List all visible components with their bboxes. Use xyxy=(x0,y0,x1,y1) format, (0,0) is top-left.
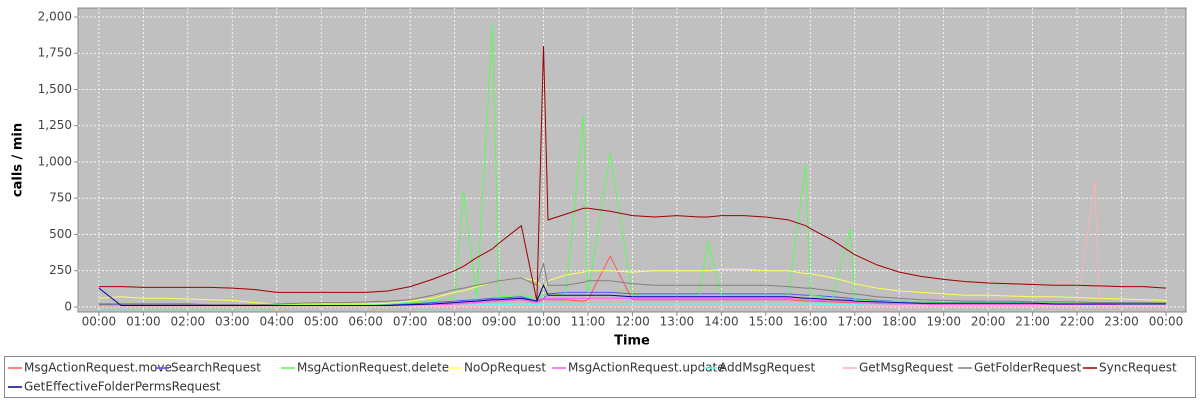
x-tick-label: 00:00 xyxy=(82,315,117,329)
legend-label: GetEffectiveFolderPermsRequest xyxy=(24,380,221,394)
y-tick-label: 750 xyxy=(49,191,72,205)
x-tick-label: 10:00 xyxy=(526,315,561,329)
x-tick-label: 08:00 xyxy=(437,315,472,329)
x-tick-label: 22:00 xyxy=(1060,315,1095,329)
x-tick-label: 03:00 xyxy=(215,315,250,329)
x-tick-label: 04:00 xyxy=(259,315,294,329)
legend-label: AddMsgRequest xyxy=(719,361,815,375)
x-tick-label: 05:00 xyxy=(304,315,339,329)
legend-label: MsgActionRequest.delete xyxy=(297,361,449,375)
x-tick-label: 16:00 xyxy=(793,315,828,329)
x-tick-label: 21:00 xyxy=(1015,315,1050,329)
y-tick-label: 500 xyxy=(49,227,72,241)
x-tick-label: 12:00 xyxy=(615,315,650,329)
y-tick-label: 0 xyxy=(64,299,72,313)
legend-label: GetFolderRequest xyxy=(974,361,1082,375)
x-tick-label: 01:00 xyxy=(126,315,161,329)
series-line xyxy=(98,45,1167,302)
x-tick-label: 00:00 xyxy=(1149,315,1184,329)
legend-label: GetMsgRequest xyxy=(859,361,954,375)
x-tick-label: 07:00 xyxy=(393,315,428,329)
y-tick-label: 1,250 xyxy=(38,118,72,132)
x-tick-label: 11:00 xyxy=(571,315,606,329)
x-tick-label: 09:00 xyxy=(482,315,517,329)
series-line xyxy=(98,283,1166,306)
y-tick-label: 250 xyxy=(49,263,72,277)
y-axis-title: calls / min xyxy=(11,123,26,197)
x-tick-label: 20:00 xyxy=(971,315,1006,329)
x-tick-label: 23:00 xyxy=(1104,315,1139,329)
legend-label: MsgActionRequest.move xyxy=(24,361,172,375)
x-tick-label: 14:00 xyxy=(704,315,739,329)
series-line xyxy=(98,263,1167,306)
x-tick-label: 15:00 xyxy=(749,315,784,329)
legend-label: NoOpRequest xyxy=(464,361,546,375)
x-tick-label: 06:00 xyxy=(348,315,383,329)
series-line xyxy=(98,24,1166,306)
legend-label: SearchRequest xyxy=(171,361,261,375)
x-tick-label: 19:00 xyxy=(926,315,961,329)
series-line xyxy=(98,268,1167,305)
legend xyxy=(4,356,1196,398)
y-tick-label: 1,500 xyxy=(38,82,72,96)
x-tick-label: 13:00 xyxy=(660,315,695,329)
y-tick-label: 1,750 xyxy=(38,46,72,60)
y-tick-label: 1,000 xyxy=(38,154,72,168)
x-tick-label: 18:00 xyxy=(882,315,917,329)
y-tick-label: 2,000 xyxy=(38,9,72,23)
x-tick-label: 02:00 xyxy=(171,315,206,329)
series-line xyxy=(98,180,1166,307)
plot-area xyxy=(77,7,1187,313)
legend-label: SyncRequest xyxy=(1099,361,1177,375)
x-axis-title: Time xyxy=(614,334,650,349)
x-tick-label: 17:00 xyxy=(837,315,872,329)
legend-label: MsgActionRequest.update xyxy=(568,361,725,375)
